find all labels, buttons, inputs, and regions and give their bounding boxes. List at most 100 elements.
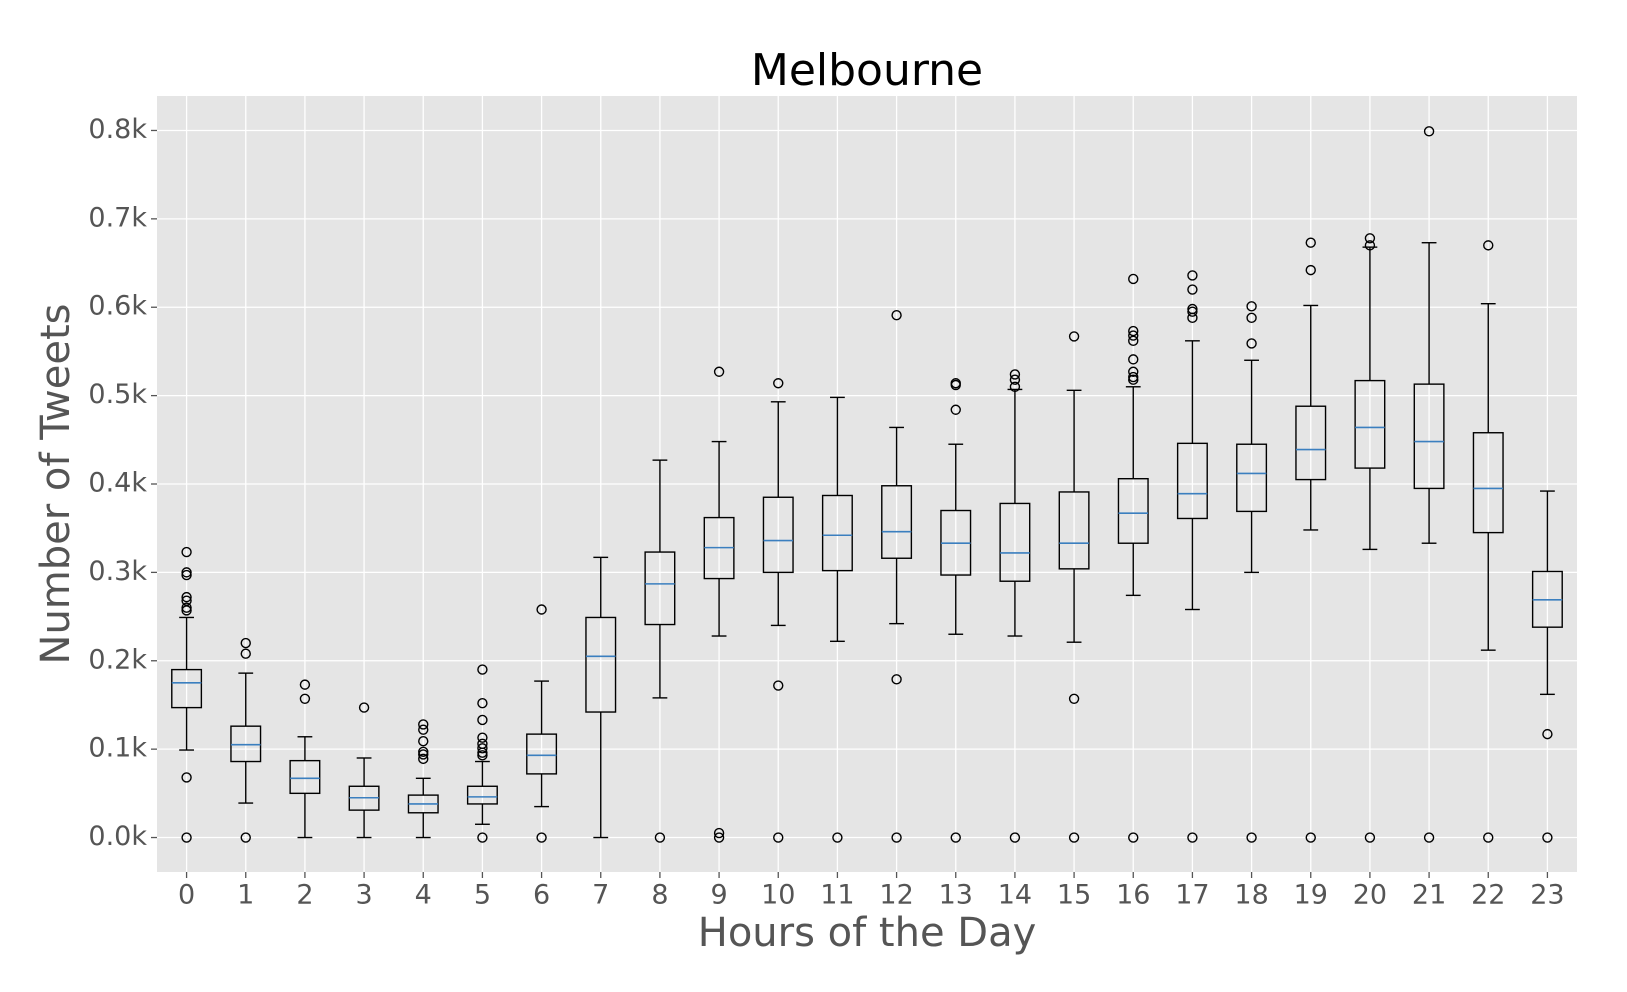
outlier [181, 591, 192, 603]
x-tick-label: 18 [1234, 880, 1268, 911]
outlier [1246, 312, 1257, 324]
x-tick-label: 7 [592, 880, 609, 911]
y-axis-label: Number of Tweets [33, 304, 79, 665]
x-tick-label: 19 [1294, 880, 1328, 911]
x-axis-label: Hours of the Day [698, 910, 1037, 956]
outlier [1128, 325, 1139, 337]
y-tick-label: 0.1k [88, 733, 147, 764]
outlier [1068, 331, 1080, 342]
chart-title: Melbourne [751, 45, 983, 96]
outlier [1128, 371, 1139, 383]
outlier [181, 546, 192, 558]
y-tick-label: 0.2k [88, 644, 147, 675]
y-tick-label: 0.5k [88, 379, 147, 410]
x-tick-label: 8 [651, 880, 668, 911]
outlier [1068, 693, 1080, 704]
outlier [418, 749, 429, 760]
outlier [299, 693, 311, 704]
outlier [1483, 240, 1494, 251]
outlier [713, 366, 725, 377]
outlier [418, 719, 429, 730]
outlier [240, 832, 251, 843]
y-tick-label: 0.3k [88, 556, 147, 587]
box [1354, 379, 1386, 469]
outlier [418, 724, 429, 735]
x-tick-label: 5 [474, 880, 491, 911]
outlier [240, 648, 251, 659]
outlier [950, 379, 961, 391]
outlier [1246, 338, 1257, 349]
outlier [1128, 273, 1139, 285]
outlier [1009, 374, 1021, 385]
outlier [1128, 335, 1139, 347]
outlier [477, 714, 488, 726]
outlier [299, 679, 311, 690]
outlier [950, 404, 961, 415]
outlier [536, 832, 547, 843]
outlier [891, 674, 902, 685]
y-tick-label: 0.7k [88, 202, 147, 233]
outlier [418, 746, 429, 757]
outlier [536, 604, 547, 615]
outlier [1305, 237, 1316, 248]
outlier [181, 605, 192, 616]
outlier [1128, 330, 1139, 341]
x-tick-label: 1 [237, 880, 254, 911]
outlier [477, 750, 488, 761]
outlier [1305, 264, 1316, 276]
x-tick-label: 0 [178, 880, 195, 911]
outlier [1246, 301, 1257, 312]
x-tick-label: 23 [1530, 880, 1564, 911]
outlier [1128, 366, 1139, 377]
outlier [1423, 832, 1435, 843]
box [1236, 443, 1268, 513]
outlier [1187, 312, 1198, 324]
outlier [240, 637, 251, 649]
outlier [654, 832, 666, 843]
box [1413, 383, 1445, 490]
outlier [1009, 369, 1021, 380]
outlier [181, 832, 192, 843]
x-tick-label: 4 [415, 880, 432, 911]
x-tick-label: 12 [879, 880, 913, 911]
outlier [418, 735, 429, 747]
outlier [1068, 832, 1080, 843]
outlier [477, 697, 488, 709]
box [821, 494, 853, 572]
outlier [358, 702, 370, 713]
box [230, 725, 262, 763]
outlier [773, 378, 784, 389]
outlier [1187, 832, 1198, 843]
outlier [181, 595, 192, 606]
x-tick-label: 6 [533, 880, 550, 911]
x-tick-label: 14 [998, 880, 1032, 911]
outlier [181, 772, 192, 783]
outlier [181, 569, 192, 581]
y-tick-label: 0.8k [88, 114, 147, 145]
outlier [1483, 832, 1494, 843]
outlier [1128, 354, 1139, 365]
y-tick-label: 0.4k [88, 468, 147, 499]
box [171, 668, 203, 709]
outlier [181, 602, 192, 613]
outlier [713, 827, 725, 839]
outlier [1009, 381, 1021, 392]
y-tick-label: 0.0k [88, 821, 147, 852]
box [881, 485, 913, 559]
outlier [1128, 832, 1139, 843]
outlier [1187, 270, 1198, 281]
x-tick-label: 3 [355, 880, 372, 911]
outlier [1187, 284, 1198, 295]
box [526, 733, 558, 775]
box [1295, 405, 1327, 481]
x-tick-label: 17 [1175, 880, 1209, 911]
box [1117, 477, 1149, 544]
outlier [1187, 306, 1198, 317]
outlier [477, 747, 488, 758]
box [999, 502, 1031, 582]
outlier [181, 567, 192, 578]
outlier [1128, 374, 1139, 385]
x-tick-label: 11 [820, 880, 854, 911]
outlier [477, 732, 488, 743]
marks [171, 126, 1563, 843]
